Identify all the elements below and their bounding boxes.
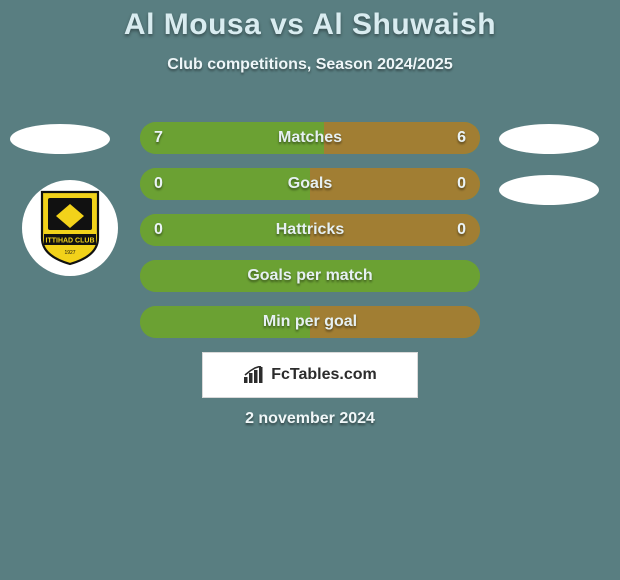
stat-value-right: 6 <box>457 129 466 147</box>
header: Al Mousa vs Al Shuwaish Club competition… <box>0 0 620 74</box>
stat-label: Goals per match <box>247 267 372 285</box>
stat-row: 0 0 Hattricks <box>140 214 480 246</box>
club-year-text: 1927 <box>64 250 75 256</box>
club-shield-icon: ITTIHAD CLUB 1927 <box>38 190 102 266</box>
stat-bar-right-fill <box>310 168 480 200</box>
player-right-avatar-placeholder-2 <box>499 175 599 205</box>
stat-value-left: 7 <box>154 129 163 147</box>
stat-value-right: 0 <box>457 221 466 239</box>
stat-value-right: 0 <box>457 175 466 193</box>
club-badge: ITTIHAD CLUB 1927 <box>22 180 118 276</box>
stat-label: Hattricks <box>276 221 344 239</box>
stat-label: Goals <box>288 175 332 193</box>
barchart-icon <box>243 366 265 384</box>
credit-box: FcTables.com <box>202 352 418 398</box>
stat-row: 7 6 Matches <box>140 122 480 154</box>
stat-bar-left-fill <box>140 168 310 200</box>
page-subtitle: Club competitions, Season 2024/2025 <box>0 56 620 74</box>
stat-row: Min per goal <box>140 306 480 338</box>
credit-text: FcTables.com <box>243 366 377 384</box>
stats-container: 7 6 Matches 0 0 Goals 0 0 Hattricks Goals per mat… <box>140 122 480 352</box>
player-left-avatar-placeholder <box>10 124 110 154</box>
stat-label: Min per goal <box>263 313 357 331</box>
stat-row: 0 0 Goals <box>140 168 480 200</box>
club-band-text: ITTIHAD CLUB <box>46 238 95 245</box>
page-title: Al Mousa vs Al Shuwaish <box>0 8 620 42</box>
stat-value-left: 0 <box>154 175 163 193</box>
date-text: 2 november 2024 <box>0 410 620 428</box>
stat-value-left: 0 <box>154 221 163 239</box>
stat-label: Matches <box>278 129 342 147</box>
stat-row: Goals per match <box>140 260 480 292</box>
player-right-avatar-placeholder-1 <box>499 124 599 154</box>
credit-label: FcTables.com <box>271 366 377 384</box>
